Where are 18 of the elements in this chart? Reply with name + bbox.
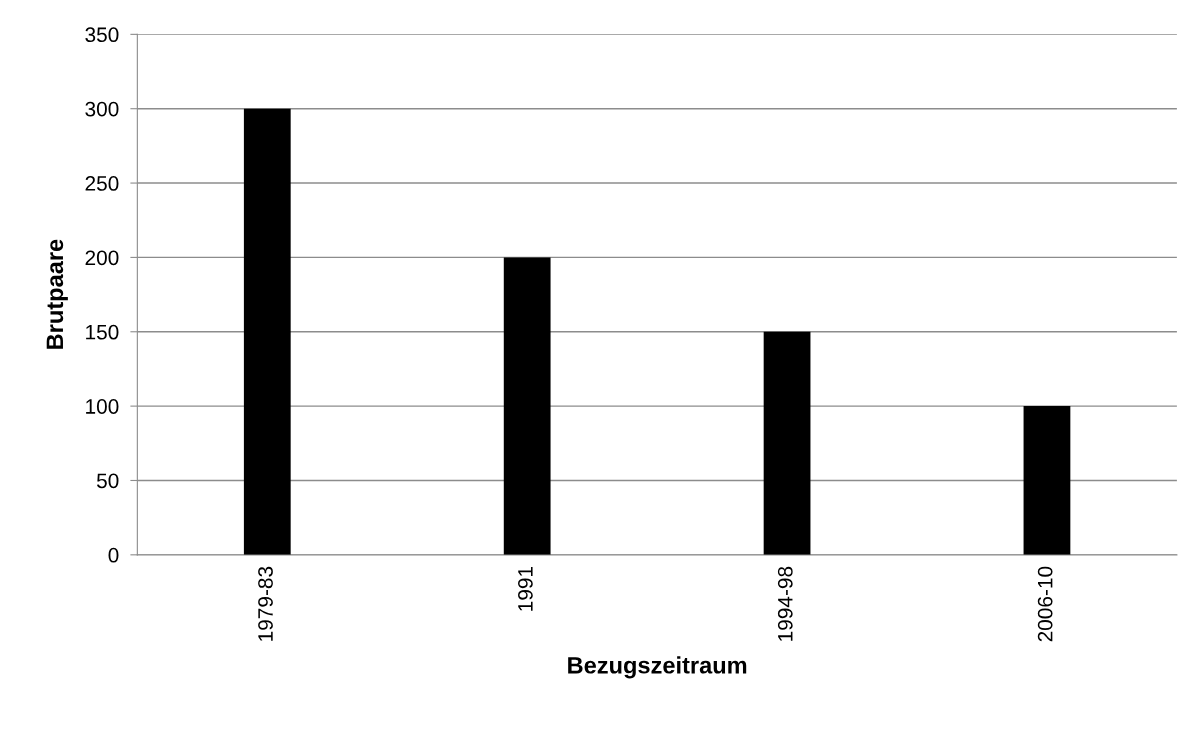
bar [1023, 406, 1071, 555]
x-tick-label: 2006-10 [1037, 566, 1053, 642]
y-tick-label: 200 [85, 250, 119, 266]
y-tick-label: 0 [108, 547, 119, 563]
y-tick-label: 250 [85, 176, 119, 191]
bar [763, 331, 811, 555]
bar [503, 257, 551, 555]
y-tick-label: 150 [86, 324, 119, 340]
x-tick-label: 1994-98 [777, 566, 793, 641]
bar [243, 108, 291, 555]
x-tick-label: 1979-83 [258, 566, 273, 641]
y-tick-label: 300 [85, 101, 119, 117]
y-tick-label: 100 [86, 399, 119, 414]
y-tick-label: 350 [85, 27, 119, 43]
y-tick-label: 50 [96, 473, 119, 489]
x-tick-label: 1991 [518, 566, 533, 611]
x-axis-title: Bezugszeitraum [568, 656, 747, 679]
y-axis-title: Brutpaare [46, 239, 68, 349]
